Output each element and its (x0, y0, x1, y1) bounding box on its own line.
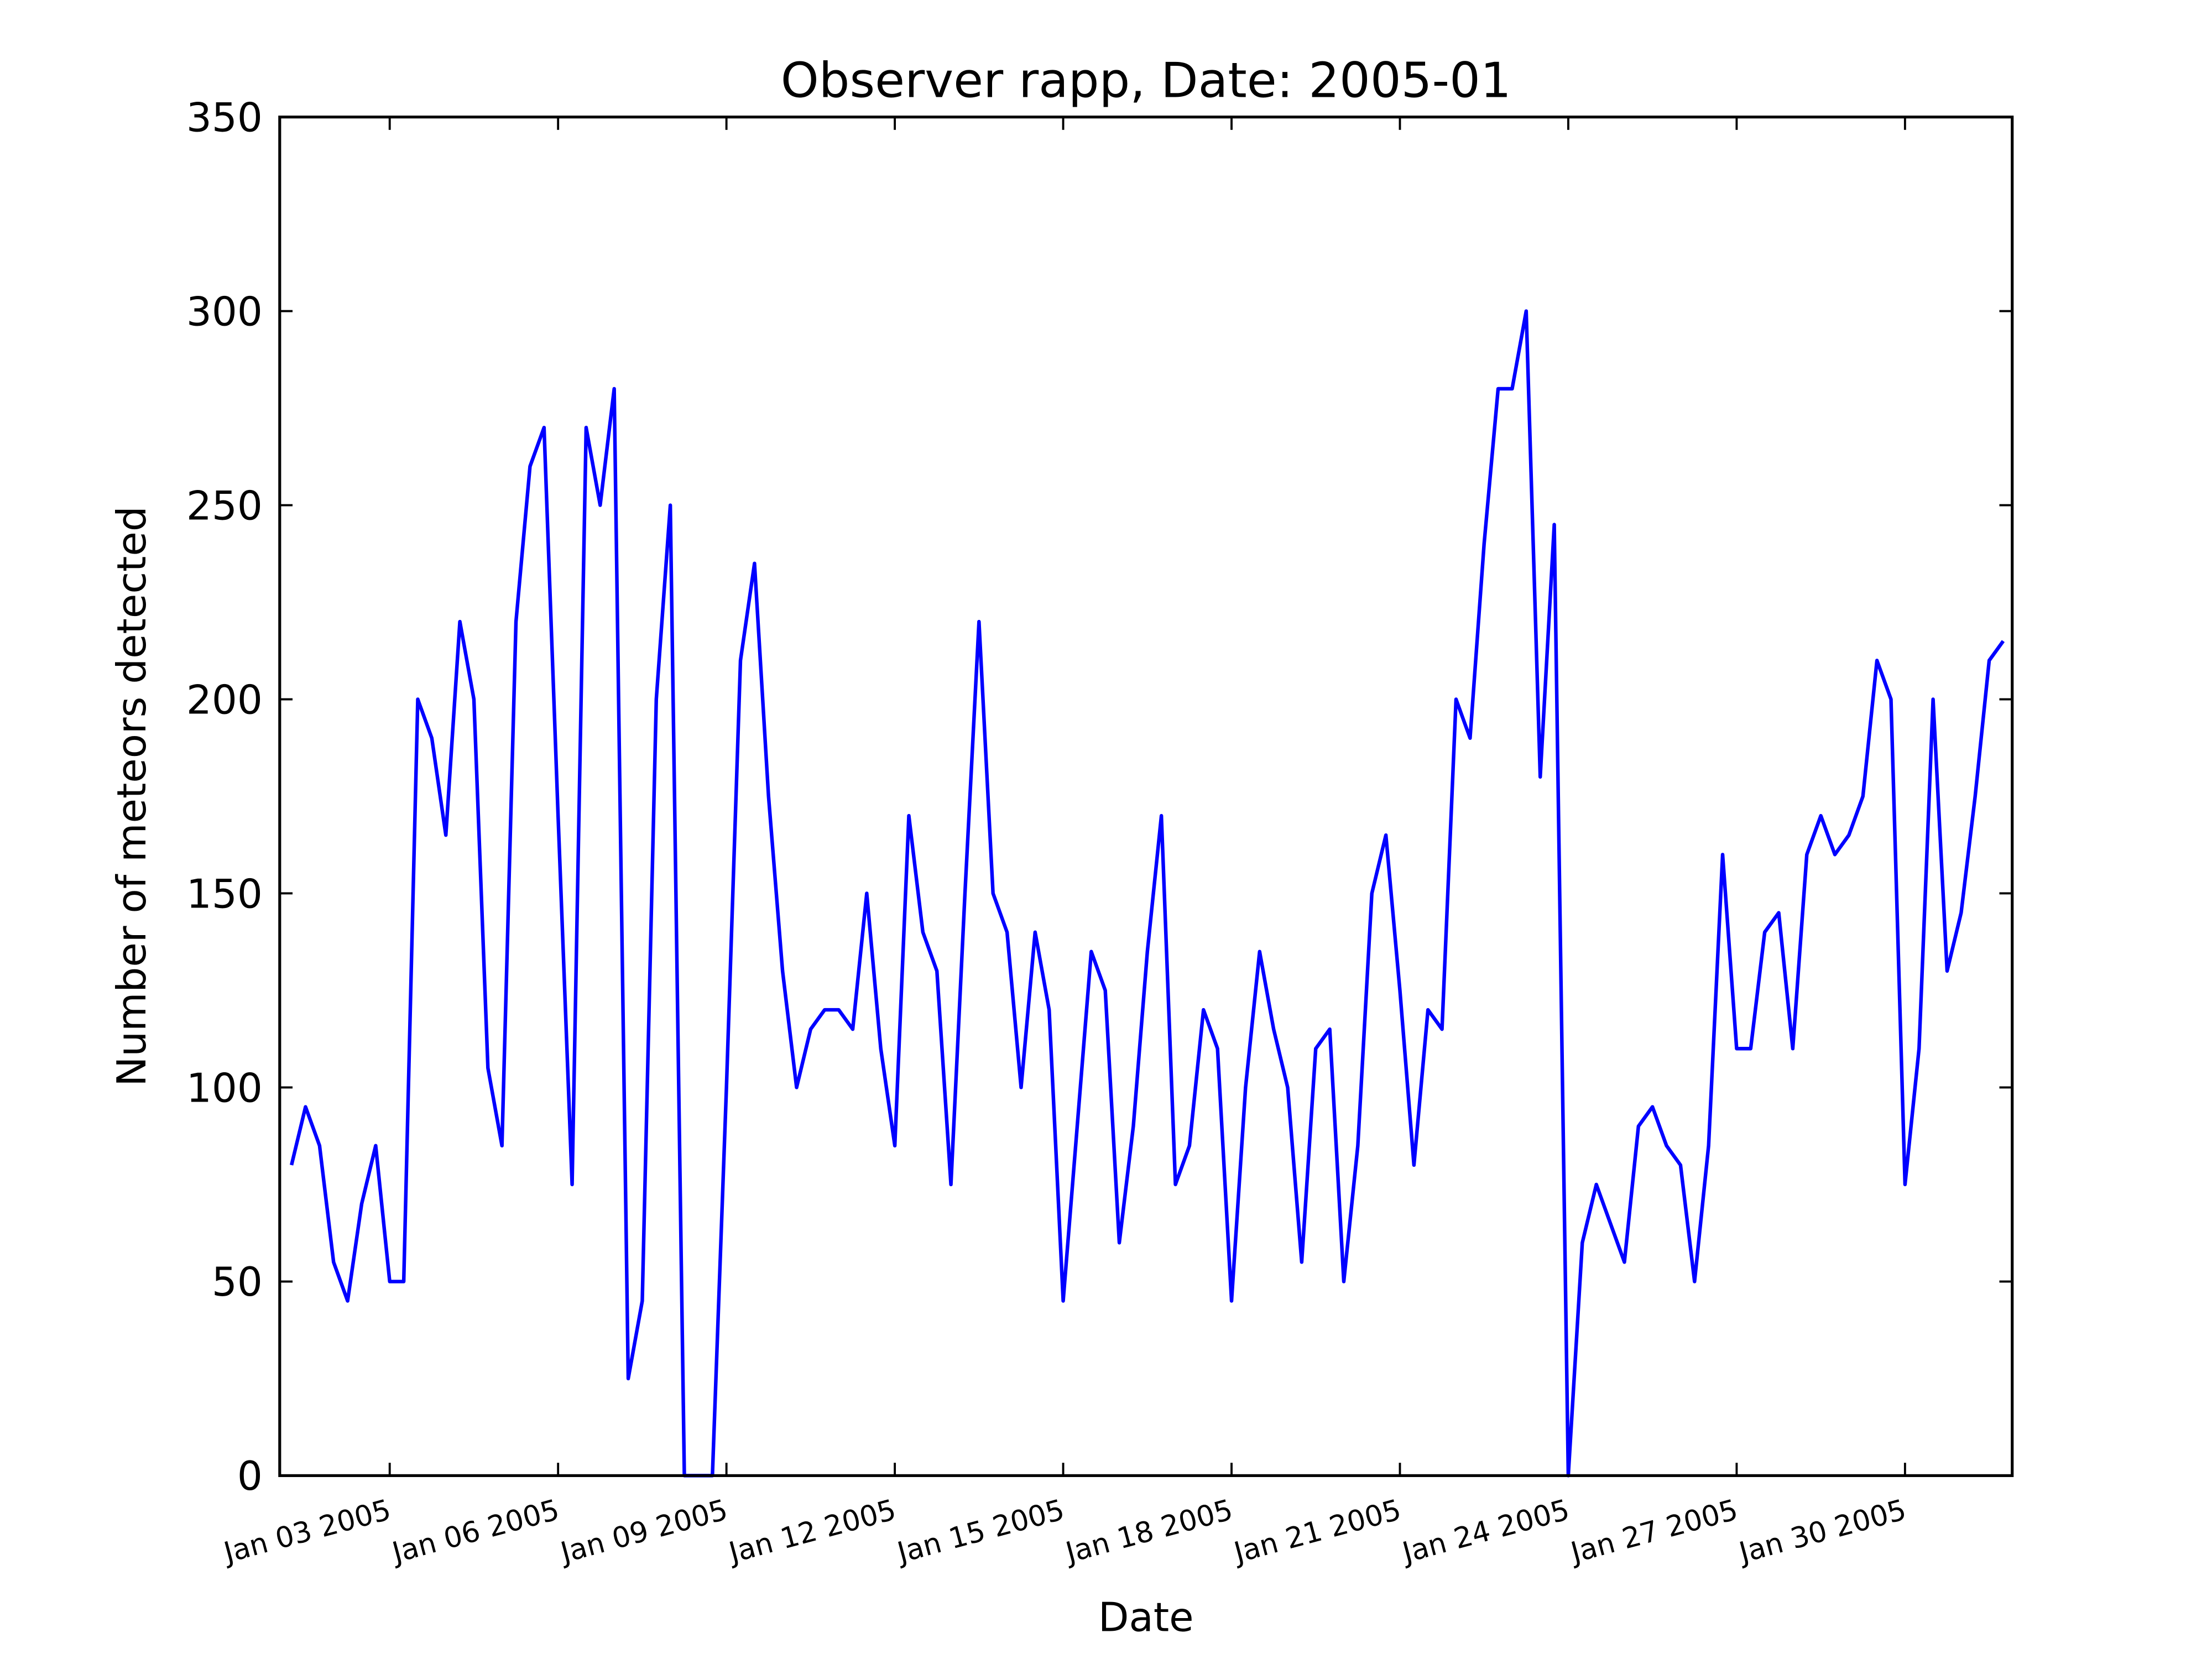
y-axis-label: Number of meteors detected (109, 506, 155, 1086)
y-tick-label: 100 (186, 1065, 263, 1112)
x-axis-label: Date (1098, 1595, 1194, 1641)
y-tick-label: 0 (237, 1453, 263, 1500)
y-tick-label: 200 (186, 677, 263, 723)
chart-title: Observer rapp, Date: 2005-01 (781, 52, 1511, 108)
data-line (289, 309, 2005, 1478)
y-tick-label: 300 (186, 289, 263, 335)
plot-frame (278, 116, 2014, 1477)
y-tick-label: 250 (186, 483, 263, 529)
y-tick-label: 50 (212, 1259, 263, 1306)
y-tick-label: 150 (186, 871, 263, 917)
y-tick-label: 350 (186, 95, 263, 141)
